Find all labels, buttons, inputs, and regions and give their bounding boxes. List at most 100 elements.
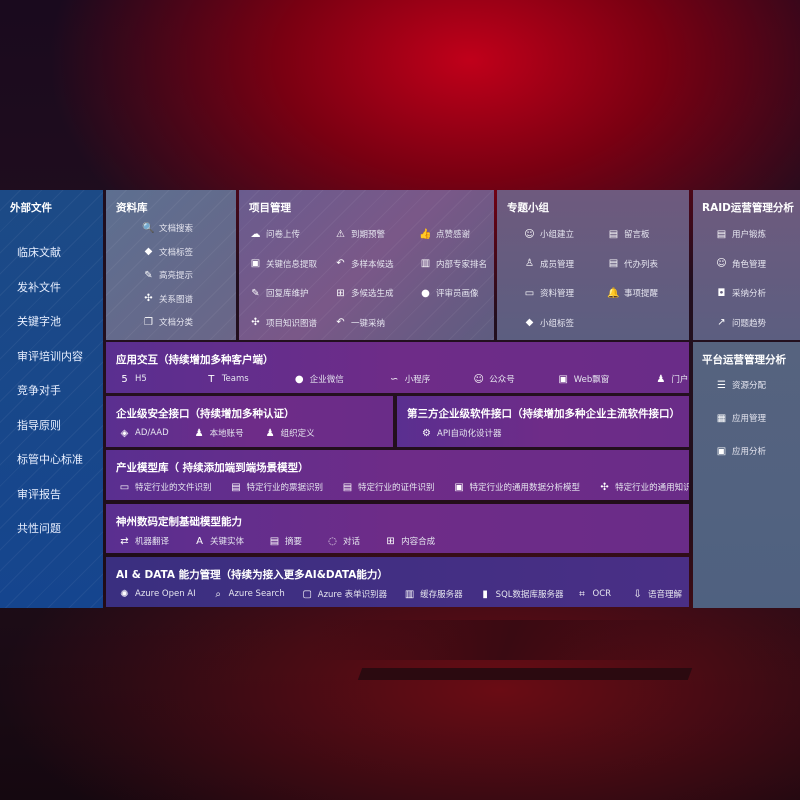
feature-item[interactable]: ☰ 资源分配	[715, 379, 766, 392]
panel-title: 专题小组	[507, 202, 549, 214]
pen-icon: ✎	[144, 269, 153, 281]
cache-icon: ▥	[404, 588, 415, 600]
external-file-item[interactable]: 标管中心标准	[17, 453, 83, 466]
feature-item[interactable]: ♙ 成员管理	[523, 258, 574, 270]
feature-item[interactable]: ▤ 代办列表	[607, 258, 658, 270]
feature-item[interactable]: ▣ 特定行业的通用数据分析模型	[453, 481, 580, 494]
chat-icon: ◌	[328, 535, 337, 547]
feature-label: 关键信息提取	[266, 259, 318, 270]
feature-label: 组织定义	[280, 429, 315, 439]
feature-label: 内部专家排名	[436, 259, 488, 270]
user-lock-icon: ♟	[194, 427, 204, 439]
feature-label: OCR	[592, 589, 612, 599]
feature-item[interactable]: ☺ 小组建立	[523, 228, 574, 241]
window-icon: ▣	[250, 258, 261, 269]
feature-item[interactable]: ⇩ 语音理解	[631, 588, 682, 601]
external-file-item[interactable]: 关键字池	[17, 315, 61, 328]
feature-item[interactable]: ☁ 问卷上传	[249, 228, 301, 241]
feature-item[interactable]: ✎ 回复库维护	[249, 287, 309, 300]
feature-item[interactable]: ✣ 项目知识图谱	[249, 317, 317, 329]
feature-label: 采纳分析	[732, 289, 767, 299]
feature-item[interactable]: T Teams	[205, 373, 248, 385]
feature-label: 应用管理	[732, 414, 767, 424]
feature-item[interactable]: ✺ Azure Open AI	[118, 589, 195, 600]
feature-item[interactable]: ▣ 应用分析	[715, 445, 766, 458]
external-file-item[interactable]: 临床文献	[17, 246, 61, 259]
feature-item[interactable]: ▤ 特定行业的证件识别	[341, 481, 435, 494]
teams-icon: T	[208, 373, 215, 385]
feature-item[interactable]: ↶ 一键采纳	[334, 317, 385, 329]
feature-item[interactable]: 👍 点赞感谢	[419, 228, 470, 241]
feature-item[interactable]: ▭ 资料管理	[523, 287, 574, 300]
external-file-item[interactable]: 指导原则	[17, 418, 61, 432]
feature-item[interactable]: ✎ 高亮提示	[142, 269, 193, 282]
feature-item[interactable]: ▤ 留言板	[607, 228, 650, 241]
feature-item[interactable]: ☺ 角色管理	[715, 258, 766, 270]
cloud-upload-icon: ☁	[250, 228, 261, 240]
feature-item[interactable]: ◆ 小组标签	[523, 317, 574, 329]
feature-item[interactable]: ● 企业微信	[293, 373, 344, 386]
feature-item[interactable]: ▮ SQL数据库服务器	[479, 588, 563, 601]
external-file-item[interactable]: 共性问题	[17, 522, 61, 535]
feature-item[interactable]: ⌕ Azure Search	[212, 588, 284, 600]
feature-item[interactable]: ↶ 多样本候选	[334, 258, 393, 270]
feature-label: 文档搜索	[159, 224, 194, 234]
feature-item[interactable]: ⊞ 多候选生成	[334, 287, 393, 300]
feature-item[interactable]: ◆ 文档标签	[142, 246, 193, 258]
feature-item[interactable]: ⚠ 到期预警	[334, 228, 385, 241]
feature-item[interactable]: ◈ AD/AAD	[118, 428, 169, 439]
feature-item[interactable]: ▤ 特定行业的票据识别	[230, 481, 323, 494]
feature-item[interactable]: ▣ 关键信息提取	[249, 258, 317, 270]
external-file-item[interactable]: 竞争对手	[17, 384, 61, 397]
feature-item[interactable]: ♟ 组织定义	[264, 427, 315, 440]
feature-item[interactable]: ▣ Web飘窗	[557, 373, 610, 386]
feature-item[interactable]: ☺ 公众号	[472, 373, 515, 386]
feature-item[interactable]: ✣ 关系图谱	[142, 293, 193, 305]
miniprogram-icon: ∽	[390, 373, 399, 385]
background-decoration	[302, 620, 718, 660]
feature-item[interactable]: A 关键实体	[193, 535, 244, 548]
raid-panel: RAID运营管理分析 ▤ 用户锻炼 ☺ 角色管理 ◘ 采纳分析 ↗ 问题趋势	[693, 190, 800, 340]
feature-item[interactable]: ❐ 文档分类	[142, 316, 193, 329]
panel-title: RAID运营管理分析	[702, 202, 794, 214]
feature-item[interactable]: ▥ 缓存服务器	[403, 588, 463, 601]
feature-item[interactable]: ▭ 特定行业的文件识别	[118, 481, 212, 494]
feature-item[interactable]: ● 评审员画像	[419, 287, 478, 300]
reply-icon: ↶	[336, 258, 345, 269]
doc-category-icon: ❐	[144, 316, 153, 328]
feature-item[interactable]: 5 H5	[118, 374, 147, 385]
feature-item[interactable]: ⇄ 机器翻译	[118, 535, 169, 548]
feature-item[interactable]: ◘ 采纳分析	[715, 287, 767, 300]
feature-label: 问题趋势	[732, 318, 767, 329]
feature-item[interactable]: ⌗ OCR	[576, 589, 612, 600]
feature-item[interactable]: ▢ Azure 表单识别器	[301, 588, 388, 601]
feature-item[interactable]: ▤ 用户锻炼	[715, 228, 766, 241]
feature-item[interactable]: 🔔 事项提醒	[607, 287, 658, 300]
external-file-item[interactable]: 发补文件	[17, 280, 61, 294]
feature-label: 文档标签	[159, 247, 194, 258]
graph-icon: ✣	[144, 293, 153, 304]
feature-item[interactable]: ∽ 小程序	[388, 373, 430, 386]
checklist-icon: ☰	[717, 379, 726, 391]
feature-item[interactable]: ⊞ 内容合成	[384, 535, 435, 548]
search-doc-icon: ⌕	[215, 588, 221, 600]
feature-item[interactable]: ⚙ API自动化设计器	[420, 427, 502, 440]
feature-label: Web飘窗	[573, 375, 610, 385]
feature-item[interactable]: ♟ 门户	[654, 373, 688, 386]
feature-label: 代办列表	[624, 259, 659, 270]
feature-item[interactable]: ↗ 问题趋势	[715, 317, 766, 329]
external-file-item[interactable]: 审评报告	[17, 487, 61, 501]
feature-item[interactable]: ▥ 内部专家排名	[419, 258, 487, 270]
feature-item[interactable]: ♟ 本地账号	[193, 427, 244, 440]
feature-item[interactable]: ✣ 特定行业的通用知识图谱模型	[598, 481, 689, 494]
graph-icon: ✣	[600, 481, 609, 493]
feature-item[interactable]: 🔍 文档搜索	[142, 222, 194, 235]
feature-item[interactable]: ▤ 摘要	[268, 535, 303, 548]
feature-label: API自动化设计器	[437, 429, 502, 439]
feature-label: 回复库维护	[266, 289, 309, 299]
alarm-icon: ⚠	[336, 228, 345, 240]
feature-label: 摘要	[285, 537, 303, 547]
feature-item[interactable]: ▦ 应用管理	[715, 412, 767, 425]
external-file-item[interactable]: 审评培训内容	[17, 349, 83, 363]
feature-item[interactable]: ◌ 对话	[326, 535, 360, 548]
